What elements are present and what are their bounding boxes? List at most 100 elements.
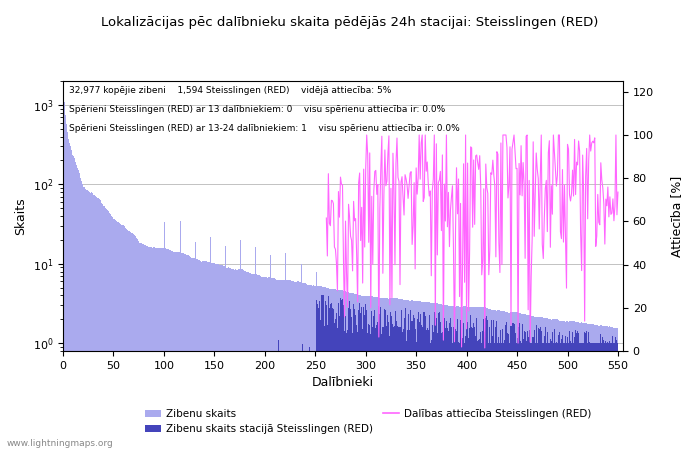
Bar <box>615 328 617 450</box>
Bar <box>438 304 439 450</box>
Bar <box>532 337 533 450</box>
Bar <box>183 254 185 450</box>
Bar <box>224 266 225 450</box>
Bar <box>138 241 139 450</box>
Bar <box>308 284 309 450</box>
Bar <box>446 321 447 450</box>
Bar <box>542 317 543 450</box>
Bar <box>517 327 519 450</box>
Bar <box>471 307 472 450</box>
Bar <box>350 309 351 450</box>
Bar <box>450 318 451 450</box>
Bar <box>530 343 531 450</box>
Bar <box>571 321 572 450</box>
Bar <box>498 310 499 450</box>
Bar <box>407 315 409 450</box>
Bar <box>279 369 281 450</box>
Bar <box>505 325 507 450</box>
Bar <box>355 315 356 450</box>
Bar <box>491 320 492 450</box>
Bar <box>372 327 373 450</box>
Bar <box>90 193 91 450</box>
Bar <box>615 337 617 450</box>
Bar <box>358 295 359 450</box>
Bar <box>268 434 270 450</box>
Bar <box>402 300 403 450</box>
Bar <box>440 304 441 450</box>
Bar <box>554 319 555 450</box>
Bar <box>403 300 405 450</box>
Bar <box>245 271 246 450</box>
Bar <box>418 301 419 450</box>
Bar <box>574 337 575 450</box>
Bar <box>475 336 476 450</box>
Bar <box>309 285 311 450</box>
Bar <box>559 333 560 450</box>
Bar <box>414 301 416 450</box>
Bar <box>318 286 320 450</box>
Bar <box>248 272 249 450</box>
Bar <box>447 306 448 450</box>
Bar <box>293 360 295 450</box>
Bar <box>257 274 258 450</box>
Bar <box>581 322 582 450</box>
Bar <box>611 327 612 450</box>
Bar <box>555 320 556 450</box>
Bar <box>160 248 162 450</box>
Bar <box>573 343 574 450</box>
Bar <box>322 287 323 450</box>
Bar <box>208 262 209 450</box>
Y-axis label: Skaits: Skaits <box>14 197 27 235</box>
Bar <box>202 261 203 450</box>
Bar <box>246 271 247 450</box>
Bar <box>522 324 523 450</box>
Bar <box>583 323 584 450</box>
Bar <box>307 284 308 450</box>
Bar <box>547 319 548 450</box>
Bar <box>116 221 117 450</box>
Bar <box>576 333 577 450</box>
Bar <box>279 280 281 450</box>
Bar <box>328 296 329 450</box>
Bar <box>131 233 132 450</box>
Bar <box>405 300 407 450</box>
Bar <box>540 317 541 450</box>
Bar <box>441 304 442 450</box>
Bar <box>575 322 576 450</box>
Bar <box>453 306 454 450</box>
Bar <box>564 343 565 450</box>
Bar <box>80 181 82 450</box>
Bar <box>467 323 468 450</box>
Bar <box>448 331 449 450</box>
Bar <box>466 306 467 450</box>
Bar <box>119 223 120 450</box>
Bar <box>244 270 245 450</box>
Bar <box>181 252 183 450</box>
Bar <box>261 277 262 450</box>
Bar <box>598 343 599 450</box>
Bar <box>149 247 150 450</box>
Bar <box>547 332 548 450</box>
Bar <box>297 281 298 450</box>
Bar <box>445 328 446 450</box>
Bar <box>259 275 260 450</box>
Bar <box>214 263 215 450</box>
Bar <box>276 279 277 450</box>
Bar <box>313 285 314 450</box>
Bar <box>579 323 580 450</box>
Bar <box>284 280 286 450</box>
Bar <box>343 305 344 450</box>
Bar <box>128 231 129 450</box>
Bar <box>475 307 476 450</box>
Bar <box>362 329 363 450</box>
Bar <box>592 343 593 450</box>
Bar <box>236 270 237 450</box>
Bar <box>354 309 355 450</box>
Bar <box>99 199 100 450</box>
Bar <box>531 343 532 450</box>
Bar <box>484 333 485 450</box>
Bar <box>267 278 268 450</box>
Bar <box>371 296 372 450</box>
Bar <box>503 311 505 450</box>
Bar <box>325 301 326 450</box>
